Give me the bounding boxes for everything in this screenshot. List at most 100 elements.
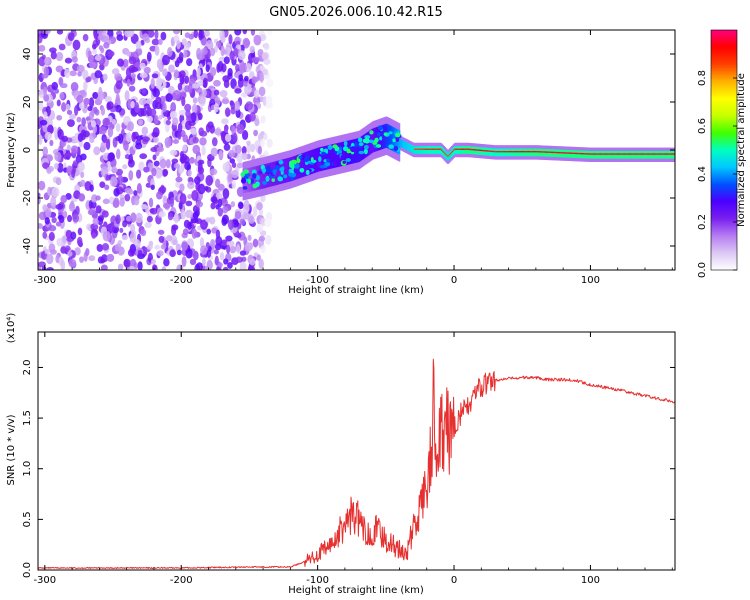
ridge-band xyxy=(365,132,368,157)
ridge-band xyxy=(362,135,365,160)
noise-blob xyxy=(38,196,41,205)
ridge-band xyxy=(547,149,549,157)
ridge-band xyxy=(539,148,542,157)
ridge-band xyxy=(456,146,459,154)
ridge-band xyxy=(581,150,584,159)
noise-blob xyxy=(187,83,193,94)
ridge-band xyxy=(446,152,449,161)
ridge-band xyxy=(415,146,417,154)
ridge-band xyxy=(261,164,263,189)
noise-blob xyxy=(111,166,118,174)
ridge-core xyxy=(525,150,527,153)
ridge-band xyxy=(610,150,612,159)
ridge-band xyxy=(661,150,664,159)
ridge-speckle xyxy=(374,137,379,143)
noise-blob xyxy=(155,169,163,179)
ridge-core xyxy=(659,153,662,155)
ridge-band xyxy=(301,153,304,178)
ridge-speckle xyxy=(299,168,305,173)
noise-blob xyxy=(151,131,159,138)
noise-blob xyxy=(156,191,163,200)
ridge-speckle xyxy=(326,158,330,163)
ridge-core xyxy=(641,153,644,155)
noise-blob xyxy=(225,235,233,242)
noise-blob xyxy=(126,131,132,143)
ridge-band xyxy=(551,149,554,157)
ridge-speckle xyxy=(343,140,348,147)
noise-blob xyxy=(51,81,59,90)
ridge-band xyxy=(541,148,544,157)
ridge-core xyxy=(470,148,473,151)
noise-blob xyxy=(259,72,264,83)
noise-blob xyxy=(149,108,157,117)
noise-blob xyxy=(100,141,107,153)
ridge-band xyxy=(607,150,609,159)
noise-blob xyxy=(138,161,145,172)
ridge-band xyxy=(262,164,264,189)
ridge-core xyxy=(567,152,570,154)
noise-blob xyxy=(218,150,223,159)
ridge-speckle xyxy=(283,174,288,179)
snr-y-tick-label-4: 2.0 xyxy=(22,359,33,375)
ridge-core xyxy=(572,152,574,154)
ridge-band xyxy=(585,150,587,159)
noise-blob xyxy=(146,51,152,62)
ridge-speckle xyxy=(255,175,260,181)
ridge-band xyxy=(617,150,620,159)
noise-blob xyxy=(106,101,114,110)
noise-blob xyxy=(266,138,273,148)
ridge-band xyxy=(620,150,622,159)
ridge-band xyxy=(471,146,474,155)
ridge-core xyxy=(672,153,675,155)
ridge-band xyxy=(427,146,429,154)
noise-blob xyxy=(129,232,137,243)
noise-blob xyxy=(185,109,191,119)
noise-blob xyxy=(223,56,230,65)
noise-blob xyxy=(165,119,171,126)
ridge-band xyxy=(328,144,331,169)
ridge-band xyxy=(597,150,599,159)
ridge-core xyxy=(560,152,562,154)
ridge-band xyxy=(611,150,614,159)
ridge-core xyxy=(436,148,439,150)
ridge-band xyxy=(335,143,337,168)
noise-blob xyxy=(215,192,223,201)
noise-blob xyxy=(83,100,88,109)
ridge-band xyxy=(530,148,533,157)
noise-blob xyxy=(173,30,181,35)
ridge-core xyxy=(476,149,478,151)
snr-x-tick-label-3: 0 xyxy=(451,575,457,586)
noise-blob xyxy=(177,131,182,140)
noise-blob xyxy=(134,101,140,113)
noise-blob xyxy=(256,223,264,233)
noise-blob xyxy=(169,111,178,119)
ridge-core xyxy=(649,153,652,155)
ridge-core xyxy=(524,150,526,153)
ridge-core xyxy=(422,148,425,150)
noise-blob xyxy=(67,32,75,41)
ridge-band xyxy=(525,148,527,157)
ridge-core xyxy=(501,150,503,153)
ridge-core xyxy=(644,153,646,155)
ridge-core xyxy=(513,150,515,153)
ridge-band xyxy=(442,148,444,156)
ridge-band xyxy=(424,146,427,154)
noise-blob xyxy=(95,205,102,214)
ridge-core xyxy=(540,151,543,153)
ridge-band xyxy=(614,150,617,159)
noise-blob xyxy=(119,216,125,222)
noise-blob xyxy=(90,201,97,209)
ridge-core xyxy=(576,152,579,155)
noise-blob xyxy=(236,244,241,254)
ridge-band xyxy=(544,148,547,157)
ridge-core xyxy=(479,149,481,151)
ridge-core xyxy=(593,153,596,155)
ridge-band xyxy=(524,148,526,157)
spectrogram-x-tick-label-1: -200 xyxy=(170,275,193,286)
ridge-core xyxy=(502,150,504,153)
ridge-band xyxy=(488,147,490,156)
spectrogram-x-tick-label-0: -300 xyxy=(33,275,56,286)
noise-blob xyxy=(205,174,214,186)
ridge-core xyxy=(637,153,640,155)
ridge-core xyxy=(418,148,420,150)
